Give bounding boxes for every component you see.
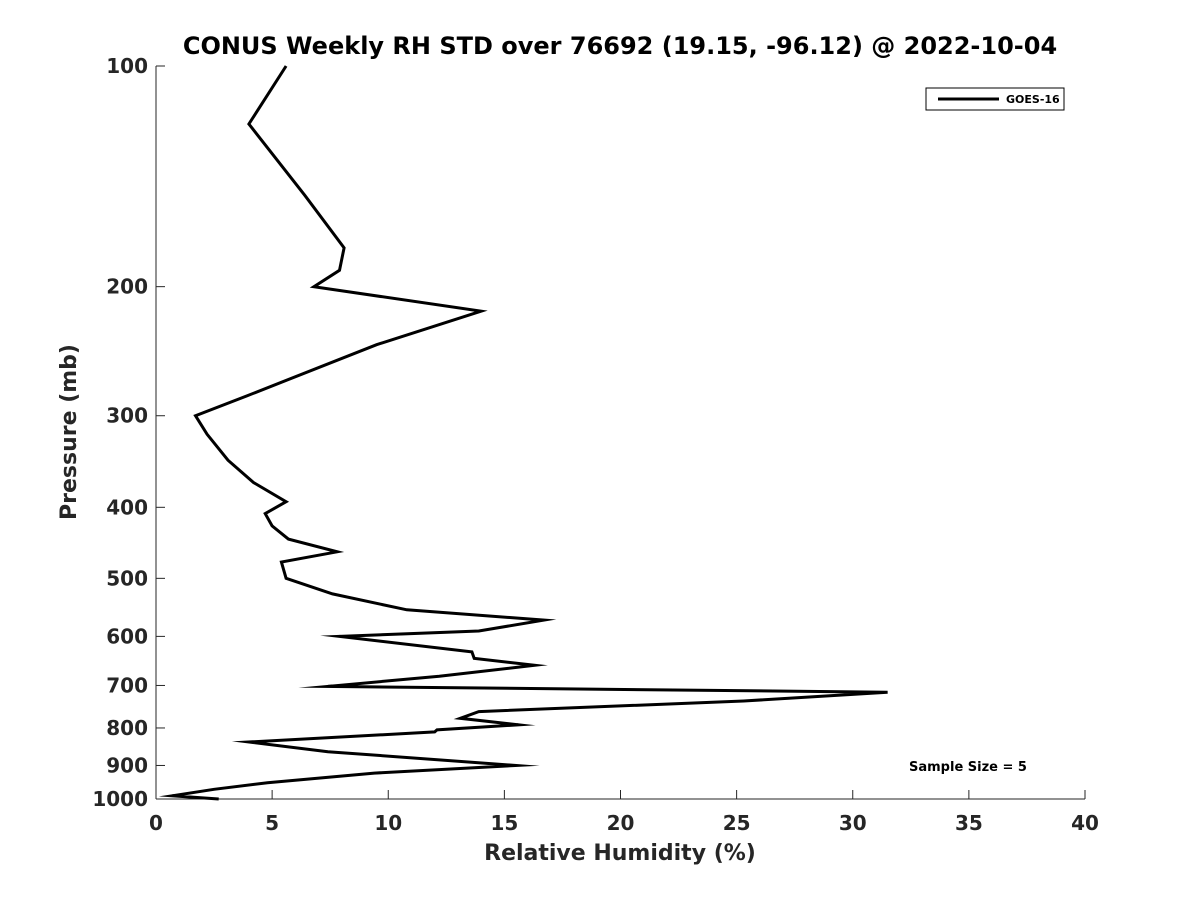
x-tick-label: 40	[1071, 811, 1099, 835]
y-tick-label: 400	[106, 495, 148, 519]
y-tick-label: 100	[106, 54, 148, 78]
y-axis: 100 200 300 400 500 600 700 800 900 1000	[92, 54, 165, 811]
x-tick-label: 15	[490, 811, 518, 835]
x-tick-label: 30	[839, 811, 867, 835]
y-tick-label: 700	[106, 673, 148, 697]
y-tick-label: 800	[106, 716, 148, 740]
y-tick-label: 600	[106, 624, 148, 648]
x-axis: 0 5 10 15 20 25 30 35 40	[149, 790, 1099, 835]
x-tick-label: 20	[607, 811, 635, 835]
y-tick-label: 1000	[92, 787, 148, 811]
x-tick-label: 5	[265, 811, 279, 835]
x-tick-label: 25	[723, 811, 751, 835]
y-tick-label: 300	[106, 404, 148, 428]
x-axis-label: Relative Humidity (%)	[484, 841, 756, 866]
series-layer	[158, 65, 888, 801]
sample-size-annotation: Sample Size = 5	[909, 760, 1027, 775]
y-tick-label: 200	[106, 275, 148, 299]
y-axis-label: Pressure (mb)	[57, 344, 82, 520]
y-tick-label: 500	[106, 566, 148, 590]
x-tick-label: 0	[149, 811, 163, 835]
chart-title: CONUS Weekly RH STD over 76692 (19.15, -…	[183, 32, 1057, 60]
x-tick-label: 35	[955, 811, 983, 835]
legend-label-goes-16: GOES-16	[1006, 93, 1060, 106]
y-tick-label: 900	[106, 753, 148, 777]
series-line-goes-16	[158, 65, 888, 801]
legend: GOES-16	[925, 87, 1065, 111]
x-tick-label: 10	[374, 811, 402, 835]
